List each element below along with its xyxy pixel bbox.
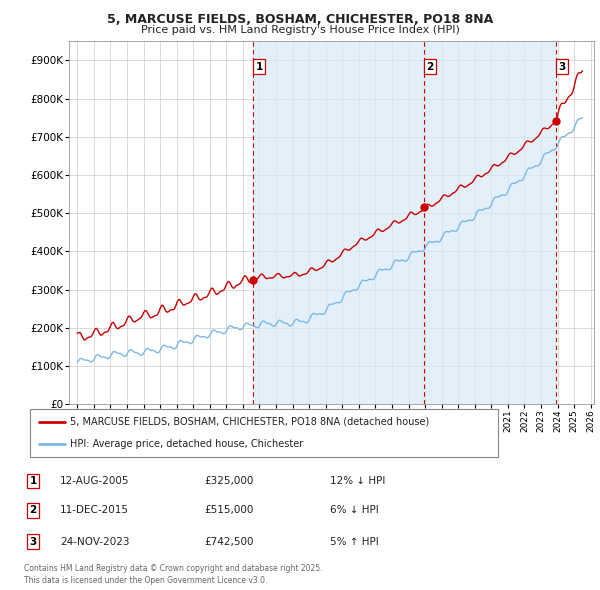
- Text: 5, MARCUSE FIELDS, BOSHAM, CHICHESTER, PO18 8NA (detached house): 5, MARCUSE FIELDS, BOSHAM, CHICHESTER, P…: [70, 417, 429, 427]
- Text: 3: 3: [559, 62, 566, 72]
- Text: HPI: Average price, detached house, Chichester: HPI: Average price, detached house, Chic…: [70, 439, 303, 449]
- Text: 6% ↓ HPI: 6% ↓ HPI: [330, 506, 379, 515]
- Text: 11-DEC-2015: 11-DEC-2015: [60, 506, 129, 515]
- Text: 5% ↑ HPI: 5% ↑ HPI: [330, 537, 379, 546]
- Text: 2: 2: [29, 506, 37, 515]
- Text: £325,000: £325,000: [204, 476, 253, 486]
- Text: Price paid vs. HM Land Registry's House Price Index (HPI): Price paid vs. HM Land Registry's House …: [140, 25, 460, 35]
- Text: 12% ↓ HPI: 12% ↓ HPI: [330, 476, 385, 486]
- FancyBboxPatch shape: [30, 409, 498, 457]
- Text: 1: 1: [256, 62, 263, 72]
- Text: 2: 2: [427, 62, 434, 72]
- Text: 3: 3: [29, 537, 37, 546]
- Text: 5, MARCUSE FIELDS, BOSHAM, CHICHESTER, PO18 8NA: 5, MARCUSE FIELDS, BOSHAM, CHICHESTER, P…: [107, 13, 493, 26]
- Text: £515,000: £515,000: [204, 506, 253, 515]
- Text: 24-NOV-2023: 24-NOV-2023: [60, 537, 130, 546]
- Bar: [253, 41, 556, 404]
- Text: 12-AUG-2005: 12-AUG-2005: [60, 476, 130, 486]
- Text: 1: 1: [29, 476, 37, 486]
- Text: Contains HM Land Registry data © Crown copyright and database right 2025.
This d: Contains HM Land Registry data © Crown c…: [24, 565, 323, 585]
- Text: £742,500: £742,500: [204, 537, 254, 546]
